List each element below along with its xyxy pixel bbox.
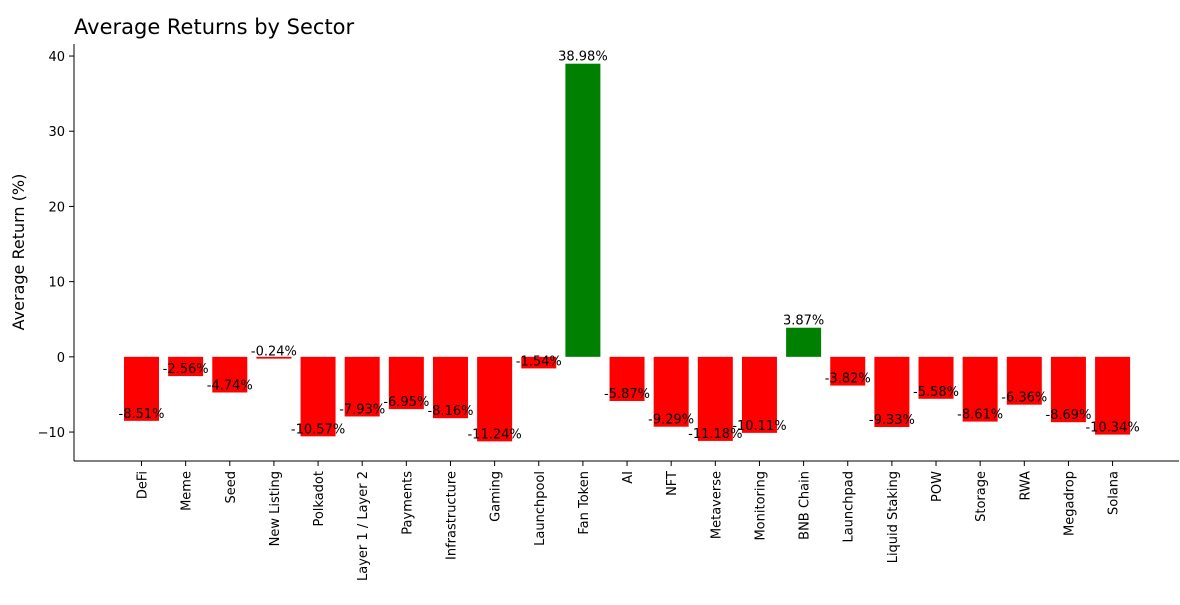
bar-bnb-chain [786,327,822,357]
bar-value-label: -3.82% [825,372,871,387]
x-tick-label: Monitoring [753,471,768,541]
bar-solana [1095,356,1131,435]
bar-infrastructure [432,356,468,419]
bar-value-label: -10.57% [291,422,345,437]
bar-defi [124,356,159,421]
x-tick-label: Layer 1 / Layer 2 [356,471,371,581]
bar-fan-token [565,63,601,357]
y-axis: −10 0 10 20 30 40 [38,50,74,441]
bar-value-label: -8.16% [427,404,473,419]
bar-value-label: -11.18% [688,427,742,442]
bar-value-label: -2.56% [163,362,209,377]
bars [124,63,1131,442]
x-axis: DeFi Meme Seed New Listing Polkadot Layer 1 /… [136,461,1122,581]
y-tick-label: −10 [38,426,65,441]
bar-value-label: -6.36% [1001,391,1047,406]
bar-monitoring [741,356,777,433]
x-tick-label: Gaming [489,471,504,522]
bar-value-label: 3.87% [783,314,824,329]
bar-payments [388,356,424,410]
bar-value-label: -0.24% [251,345,297,360]
x-tick-label: Payments [400,471,415,535]
bar-value-label: -8.51% [119,407,165,422]
bar-rwa [1006,356,1042,405]
bar-value-label: -9.29% [648,413,694,428]
x-tick-label: Launchpool [533,471,548,546]
bar-value-label: -8.69% [1045,408,1091,423]
y-tick-label: 20 [48,200,65,215]
x-tick-label: DeFi [136,471,151,499]
x-tick-label: Meme [180,471,195,511]
y-axis-label: Average Return (%) [9,174,28,331]
bar-metaverse [697,356,733,441]
x-tick-label: Fan Token [577,471,592,535]
y-tick-label: 40 [48,50,65,65]
x-tick-label: Liquid Staking [886,471,901,563]
x-tick-label: Polkadot [312,471,327,527]
bar-new-listing [256,356,292,359]
x-tick-label: BNB Chain [798,471,813,540]
bar-nft [653,356,689,427]
bar-value-label: -1.54% [516,354,562,369]
x-tick-label: POW [930,471,945,502]
y-tick-label: 0 [57,351,65,366]
bar-value-label: -8.61% [957,408,1003,423]
bar-pow [918,356,954,399]
x-tick-label: Solana [1107,471,1122,515]
y-tick-label: 30 [48,125,65,140]
x-tick-label: RWA [1018,471,1033,501]
bar-value-label: -10.34% [1085,421,1139,436]
x-tick-label: Megadrop [1062,471,1077,536]
bar-liquid-staking [874,356,910,428]
bar-value-label: -10.11% [732,419,786,434]
bar-value-label: -11.24% [467,427,521,442]
x-tick-label: NFT [665,471,680,496]
bar-gaming [477,356,513,442]
bar-meme [168,356,204,377]
bar-value-label: -5.87% [604,387,650,402]
bar-value-label: -9.33% [869,413,915,428]
bar-value-label: -7.93% [339,402,385,417]
x-tick-label: Infrastructure [444,471,459,560]
x-tick-label: AI [621,471,636,484]
bar-storage [962,356,998,422]
chart-title: Average Returns by Sector [74,15,355,39]
x-tick-label: Seed [224,471,239,504]
x-tick-label: Metaverse [709,471,724,539]
x-tick-label: New Listing [268,471,283,546]
y-tick-label: 10 [48,276,65,291]
bar-launchpad [830,356,866,386]
x-tick-label: Storage [974,471,989,522]
bar-layer-1-layer-2 [344,356,380,417]
bar-megadrop [1050,356,1086,423]
bar-polkadot [300,356,336,437]
bar-value-label: 38.98% [558,50,608,65]
bar-seed [212,356,248,393]
bar-ai [609,356,645,401]
bar-value-labels: -8.51%-2.56%-4.74%-0.24%-10.57%-7.93%-6.… [119,50,1140,443]
bar-value-label: -6.95% [383,395,429,410]
x-tick-label: Launchpad [842,471,857,543]
bar-launchpool [521,356,557,369]
bar-value-label: -5.58% [913,385,959,400]
bar-value-label: -4.74% [207,378,253,393]
